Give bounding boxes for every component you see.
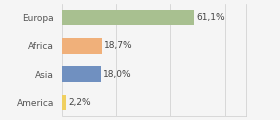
Text: 18,7%: 18,7%: [104, 41, 133, 50]
Bar: [62, 10, 194, 25]
Bar: [62, 66, 101, 82]
Bar: [62, 38, 102, 54]
Text: 2,2%: 2,2%: [69, 98, 91, 107]
Bar: [62, 95, 66, 110]
Text: 18,0%: 18,0%: [103, 70, 132, 79]
Text: 61,1%: 61,1%: [197, 13, 225, 22]
